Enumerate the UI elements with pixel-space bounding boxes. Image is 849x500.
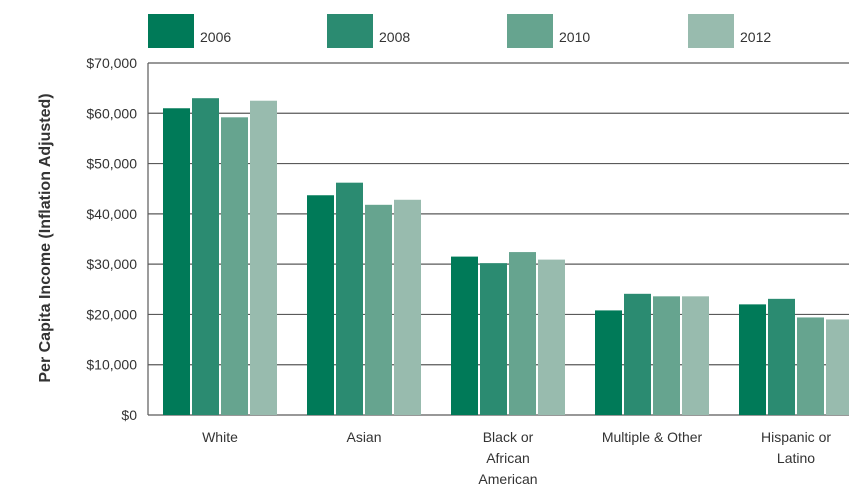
legend-item: 2006: [148, 14, 231, 48]
bar-group: [307, 182, 421, 415]
bar: [682, 296, 709, 415]
y-tick-label: $40,000: [86, 206, 137, 222]
bar-group: [595, 293, 709, 415]
bar: [336, 182, 363, 415]
x-tick-label: Multiple & Other: [602, 429, 703, 445]
bar-group: [451, 252, 565, 415]
bar: [538, 259, 565, 415]
legend-swatch: [148, 14, 194, 48]
x-tick-label: White: [202, 429, 238, 445]
legend-item: 2010: [507, 14, 590, 48]
legend: 2006 2008 2010 2012: [148, 14, 771, 48]
y-tick-label: $60,000: [86, 105, 137, 121]
y-axis-ticks: $0 $10,000 $20,000 $30,000 $40,000 $50,000 $60…: [86, 55, 137, 423]
bar: [768, 298, 795, 415]
bar: [394, 199, 421, 415]
bar: [163, 108, 190, 415]
bar: [250, 100, 277, 415]
legend-item: 2012: [688, 14, 771, 48]
legend-item: 2008: [327, 14, 410, 48]
x-tick-label: American: [478, 471, 537, 487]
bar: [826, 319, 849, 415]
legend-label: 2010: [559, 29, 590, 45]
x-tick-label: African: [486, 450, 530, 466]
bar: [797, 317, 824, 415]
y-tick-label: $10,000: [86, 357, 137, 373]
bar: [509, 252, 536, 415]
bar: [480, 263, 507, 415]
y-tick-label: $70,000: [86, 55, 137, 71]
legend-swatch: [688, 14, 734, 48]
bar: [192, 98, 219, 415]
legend-swatch: [507, 14, 553, 48]
x-tick-label: Black or: [483, 429, 534, 445]
legend-label: 2012: [740, 29, 771, 45]
bar: [365, 204, 392, 415]
bar: [307, 195, 334, 415]
y-tick-label: $50,000: [86, 156, 137, 172]
y-tick-label: $20,000: [86, 306, 137, 322]
bar: [739, 304, 766, 415]
y-axis-title: Per Capita Income (Inflation Adjusted): [37, 93, 54, 382]
x-tick-label: Asian: [346, 429, 381, 445]
bar: [653, 296, 680, 415]
legend-label: 2008: [379, 29, 410, 45]
x-tick-label: Hispanic or: [761, 429, 831, 445]
bar: [595, 310, 622, 415]
legend-swatch: [327, 14, 373, 48]
x-tick-label: Latino: [777, 450, 815, 466]
legend-label: 2006: [200, 29, 231, 45]
y-tick-label: $30,000: [86, 256, 137, 272]
bars: [163, 98, 849, 416]
x-axis-labels: White Asian Black or African American Multipl…: [202, 429, 831, 487]
bar-group: [163, 98, 277, 416]
y-tick-label: $0: [121, 407, 137, 423]
bar: [221, 117, 248, 416]
bar-group: [739, 298, 849, 415]
bar: [624, 293, 651, 415]
bar: [451, 256, 478, 415]
